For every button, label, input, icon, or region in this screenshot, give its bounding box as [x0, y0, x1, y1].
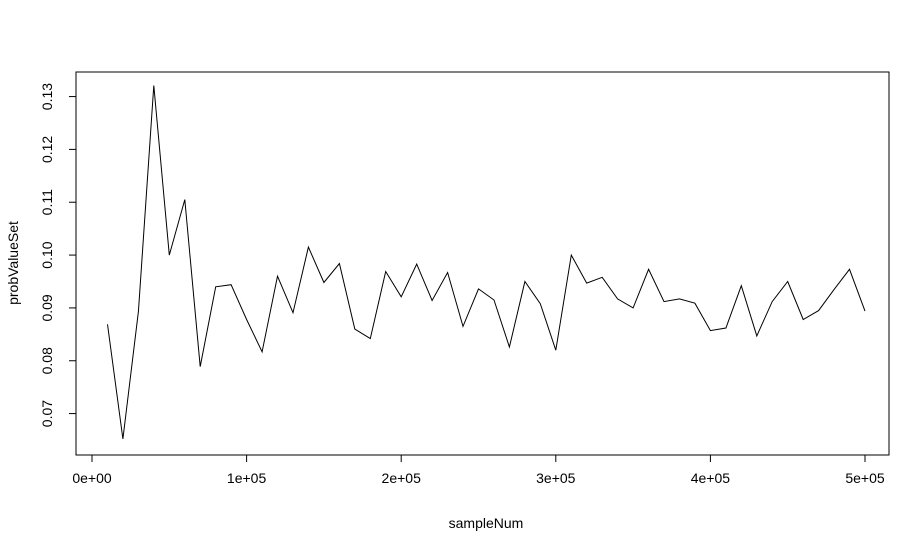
- x-tick-label: 5e+05: [845, 470, 885, 486]
- y-tick-label: 0.10: [39, 241, 55, 268]
- y-tick-label: 0.07: [39, 400, 55, 427]
- x-tick-label: 2e+05: [382, 470, 422, 486]
- y-tick-label: 0.09: [39, 294, 55, 321]
- x-axis: 0e+00 1e+05 2e+05 3e+05 4e+05 5e+05: [72, 454, 885, 486]
- y-tick-label: 0.12: [39, 136, 55, 163]
- y-tick-label: 0.08: [39, 347, 55, 374]
- x-axis-title: sampleNum: [449, 515, 524, 531]
- x-tick-label: 1e+05: [227, 470, 267, 486]
- x-tick-label: 3e+05: [536, 470, 576, 486]
- y-tick-label: 0.13: [39, 83, 55, 110]
- x-tick-label: 4e+05: [691, 470, 731, 486]
- x-tick-label: 0e+00: [72, 470, 112, 486]
- series-layer: [107, 85, 866, 439]
- series-line: [107, 85, 866, 439]
- y-axis-title: probValueSet: [5, 221, 21, 305]
- y-axis: 0.07 0.08 0.09 0.10 0.11 0.12 0.13: [39, 83, 77, 427]
- plot-box: [75, 71, 890, 456]
- y-tick-label: 0.11: [39, 189, 55, 215]
